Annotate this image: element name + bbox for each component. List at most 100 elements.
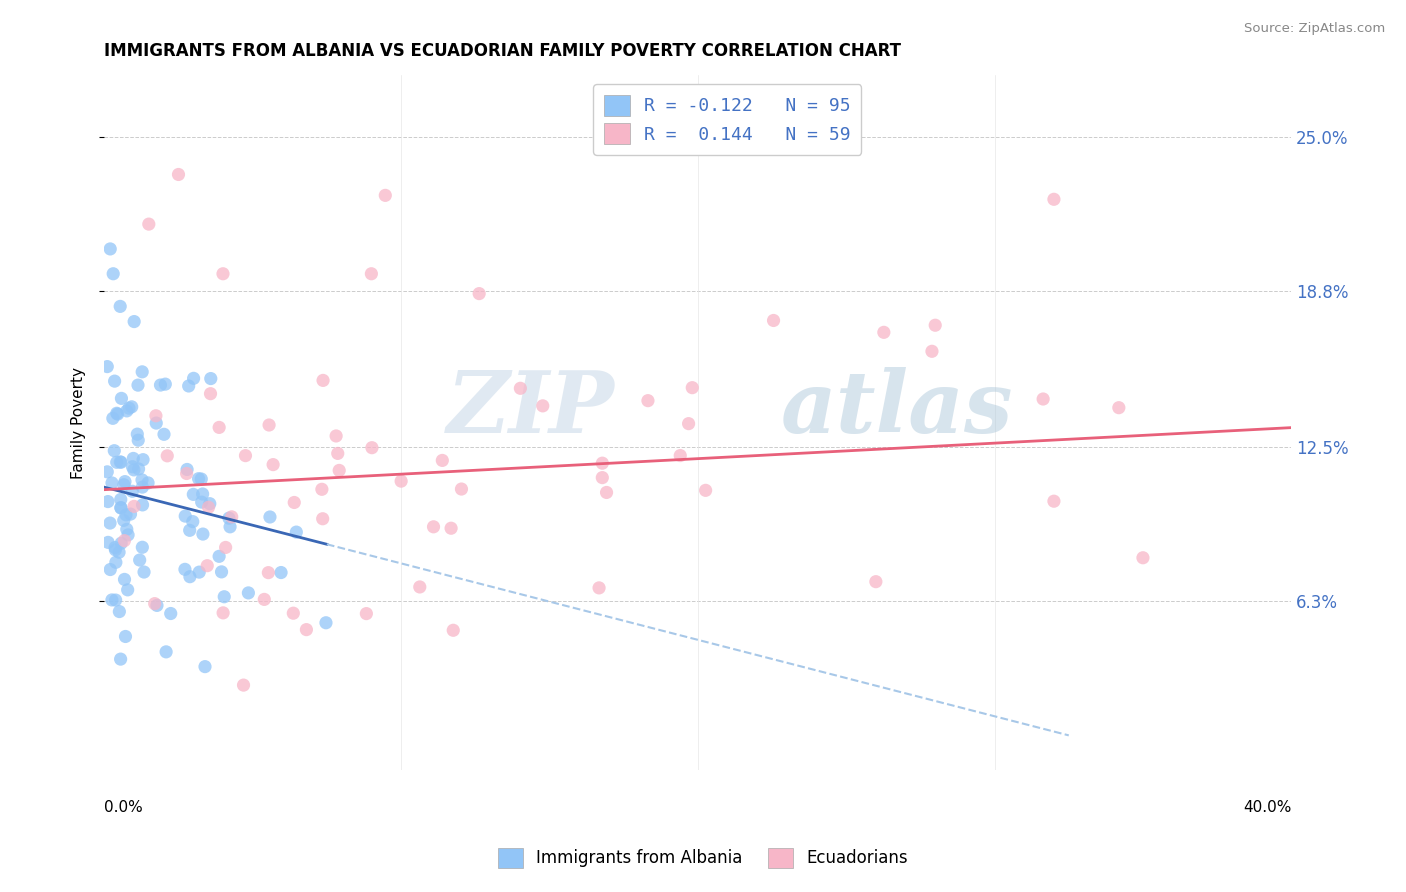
Point xyxy=(374,188,396,202)
Point xyxy=(118,401,141,416)
Point xyxy=(103,443,125,458)
Point xyxy=(104,374,127,388)
Point xyxy=(681,381,703,395)
Point xyxy=(873,326,896,340)
Point xyxy=(131,473,153,487)
Point xyxy=(468,286,491,301)
Point xyxy=(262,458,284,472)
Point xyxy=(176,462,198,476)
Point xyxy=(153,427,176,442)
Point xyxy=(183,371,205,385)
Point xyxy=(120,507,142,521)
Point xyxy=(110,500,132,515)
Point xyxy=(1043,494,1066,508)
Point xyxy=(197,500,219,515)
Point xyxy=(311,483,333,497)
Point xyxy=(104,542,127,557)
Point xyxy=(257,417,280,432)
Point xyxy=(509,381,531,395)
Point xyxy=(110,536,132,550)
Point xyxy=(409,580,432,594)
Point xyxy=(232,678,254,692)
Point xyxy=(110,455,132,469)
Point xyxy=(114,573,136,587)
Point xyxy=(190,472,212,486)
Point xyxy=(212,606,235,620)
Point xyxy=(131,365,153,379)
Point xyxy=(145,409,167,423)
Point xyxy=(356,607,378,621)
Point xyxy=(101,593,124,607)
Point xyxy=(117,528,139,542)
Point xyxy=(214,541,236,555)
Point xyxy=(191,527,214,541)
Point xyxy=(179,570,201,584)
Point xyxy=(208,549,231,564)
Point xyxy=(131,498,153,512)
Point xyxy=(283,495,305,509)
Point xyxy=(1032,392,1054,406)
Point xyxy=(122,500,145,514)
Point xyxy=(1108,401,1130,415)
Point xyxy=(110,392,132,406)
Point xyxy=(669,449,692,463)
Point xyxy=(136,475,159,490)
Point xyxy=(155,377,177,392)
Text: 0.0%: 0.0% xyxy=(104,800,143,815)
Point xyxy=(110,652,132,666)
Point xyxy=(138,217,160,231)
Point xyxy=(98,516,121,530)
Point xyxy=(253,592,276,607)
Point xyxy=(128,462,150,476)
Point xyxy=(257,566,280,580)
Point xyxy=(117,582,139,597)
Point xyxy=(312,373,335,387)
Point xyxy=(195,558,218,573)
Point xyxy=(96,359,118,374)
Point xyxy=(637,393,659,408)
Point xyxy=(921,344,943,359)
Point xyxy=(361,441,384,455)
Point xyxy=(128,553,150,567)
Point xyxy=(112,513,135,527)
Text: ZIP: ZIP xyxy=(447,367,614,450)
Point xyxy=(127,378,149,392)
Point xyxy=(132,452,155,467)
Point xyxy=(112,477,135,491)
Point xyxy=(198,497,221,511)
Point xyxy=(146,599,169,613)
Point xyxy=(110,492,132,507)
Point xyxy=(114,475,136,489)
Point xyxy=(591,470,613,484)
Point xyxy=(285,525,308,540)
Point xyxy=(219,520,242,534)
Point xyxy=(177,379,200,393)
Point xyxy=(127,427,149,442)
Point xyxy=(865,574,887,589)
Point xyxy=(259,510,281,524)
Point xyxy=(200,386,222,401)
Legend: Immigrants from Albania, Ecuadorians: Immigrants from Albania, Ecuadorians xyxy=(492,841,914,875)
Point xyxy=(115,404,138,418)
Point xyxy=(221,509,243,524)
Point xyxy=(924,318,946,333)
Point xyxy=(595,485,617,500)
Point xyxy=(103,267,125,281)
Point xyxy=(114,630,136,644)
Point xyxy=(132,565,155,579)
Point xyxy=(104,593,127,607)
Point xyxy=(127,434,149,448)
Point xyxy=(762,313,785,327)
Point xyxy=(1132,550,1154,565)
Point xyxy=(432,453,454,467)
Point xyxy=(283,606,305,620)
Point xyxy=(211,565,233,579)
Y-axis label: Family Poverty: Family Poverty xyxy=(72,367,86,479)
Point xyxy=(108,299,131,313)
Point xyxy=(325,429,347,443)
Text: Source: ZipAtlas.com: Source: ZipAtlas.com xyxy=(1244,22,1385,36)
Point xyxy=(181,487,204,501)
Point xyxy=(441,624,464,638)
Text: atlas: atlas xyxy=(780,367,1014,450)
Point xyxy=(328,463,350,477)
